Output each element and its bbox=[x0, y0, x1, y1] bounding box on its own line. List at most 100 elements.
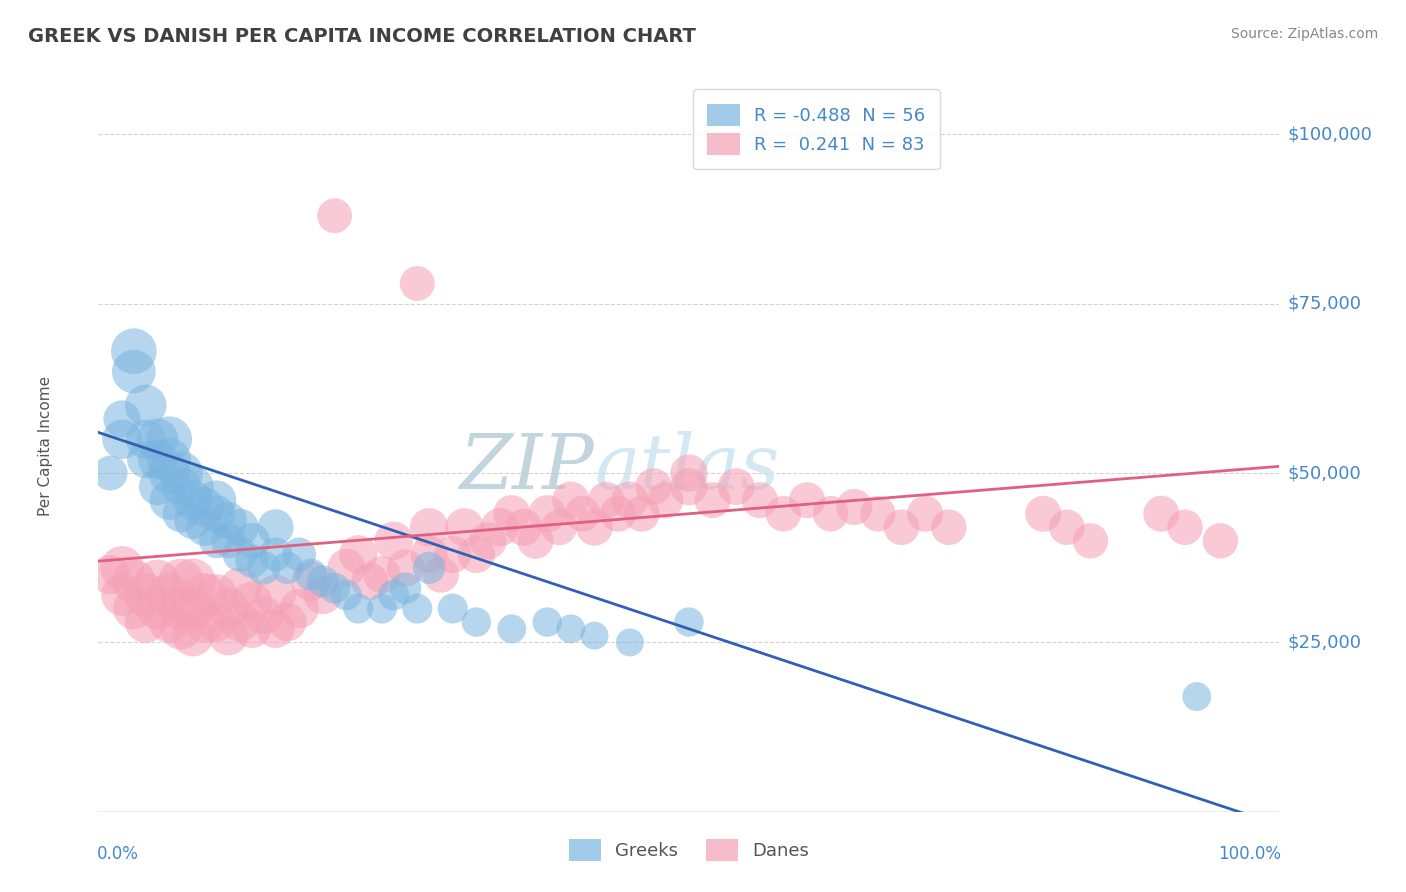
Point bbox=[347, 547, 370, 561]
Point bbox=[98, 567, 121, 582]
Point bbox=[453, 520, 475, 534]
Point bbox=[583, 520, 606, 534]
Point bbox=[146, 574, 169, 589]
Point bbox=[465, 547, 488, 561]
Point bbox=[170, 507, 193, 521]
Point bbox=[264, 588, 287, 602]
Text: $25,000: $25,000 bbox=[1288, 633, 1362, 651]
Point bbox=[1185, 690, 1208, 704]
Point bbox=[1056, 520, 1078, 534]
Point bbox=[170, 622, 193, 636]
Point bbox=[217, 533, 239, 548]
Point bbox=[394, 561, 416, 575]
Point bbox=[430, 567, 453, 582]
Point bbox=[135, 452, 157, 467]
Point bbox=[217, 514, 239, 528]
Point bbox=[571, 507, 593, 521]
Point bbox=[477, 533, 499, 548]
Point bbox=[1150, 507, 1173, 521]
Point bbox=[229, 547, 252, 561]
Point bbox=[548, 520, 571, 534]
Point bbox=[181, 629, 204, 643]
Point bbox=[359, 574, 381, 589]
Point bbox=[630, 507, 652, 521]
Point bbox=[205, 615, 228, 629]
Point bbox=[560, 622, 582, 636]
Point bbox=[678, 615, 700, 629]
Point bbox=[844, 500, 866, 514]
Point bbox=[914, 507, 936, 521]
Text: 100.0%: 100.0% bbox=[1218, 845, 1281, 863]
Point bbox=[205, 493, 228, 508]
Point bbox=[264, 520, 287, 534]
Point bbox=[465, 615, 488, 629]
Point bbox=[122, 574, 145, 589]
Point bbox=[229, 520, 252, 534]
Point bbox=[1174, 520, 1197, 534]
Point bbox=[264, 547, 287, 561]
Point bbox=[181, 493, 204, 508]
Point bbox=[299, 574, 322, 589]
Point bbox=[205, 588, 228, 602]
Point bbox=[253, 561, 276, 575]
Point bbox=[595, 493, 617, 508]
Point bbox=[276, 615, 298, 629]
Point bbox=[146, 452, 169, 467]
Point bbox=[170, 601, 193, 615]
Point bbox=[394, 581, 416, 595]
Point bbox=[157, 615, 180, 629]
Point bbox=[146, 432, 169, 446]
Point bbox=[217, 629, 239, 643]
Point bbox=[619, 635, 641, 649]
Point bbox=[135, 432, 157, 446]
Point bbox=[288, 601, 311, 615]
Point bbox=[240, 595, 263, 609]
Point bbox=[135, 398, 157, 412]
Point bbox=[264, 622, 287, 636]
Point bbox=[678, 466, 700, 480]
Point bbox=[205, 507, 228, 521]
Point bbox=[157, 466, 180, 480]
Text: 0.0%: 0.0% bbox=[97, 845, 139, 863]
Point bbox=[1080, 533, 1102, 548]
Point bbox=[157, 452, 180, 467]
Point bbox=[98, 466, 121, 480]
Point bbox=[796, 493, 818, 508]
Point bbox=[725, 480, 748, 494]
Text: Source: ZipAtlas.com: Source: ZipAtlas.com bbox=[1230, 27, 1378, 41]
Point bbox=[643, 480, 665, 494]
Point bbox=[772, 507, 794, 521]
Point bbox=[229, 615, 252, 629]
Point bbox=[181, 480, 204, 494]
Point bbox=[135, 588, 157, 602]
Point bbox=[181, 514, 204, 528]
Point bbox=[323, 581, 346, 595]
Point bbox=[111, 588, 134, 602]
Point bbox=[489, 520, 512, 534]
Text: Per Capita Income: Per Capita Income bbox=[38, 376, 53, 516]
Point bbox=[418, 547, 440, 561]
Point bbox=[276, 561, 298, 575]
Point bbox=[312, 574, 335, 589]
Point bbox=[240, 622, 263, 636]
Point bbox=[702, 493, 724, 508]
Point bbox=[536, 507, 558, 521]
Point bbox=[583, 629, 606, 643]
Point bbox=[170, 466, 193, 480]
Point bbox=[335, 561, 357, 575]
Point bbox=[181, 601, 204, 615]
Point bbox=[406, 601, 429, 615]
Point bbox=[1209, 533, 1232, 548]
Point bbox=[157, 588, 180, 602]
Point bbox=[122, 344, 145, 359]
Point bbox=[382, 588, 405, 602]
Point bbox=[135, 615, 157, 629]
Text: atlas: atlas bbox=[595, 431, 780, 505]
Point bbox=[335, 588, 357, 602]
Text: $100,000: $100,000 bbox=[1288, 126, 1372, 144]
Point bbox=[748, 493, 770, 508]
Point bbox=[560, 493, 582, 508]
Point bbox=[194, 520, 217, 534]
Point bbox=[157, 432, 180, 446]
Point bbox=[170, 480, 193, 494]
